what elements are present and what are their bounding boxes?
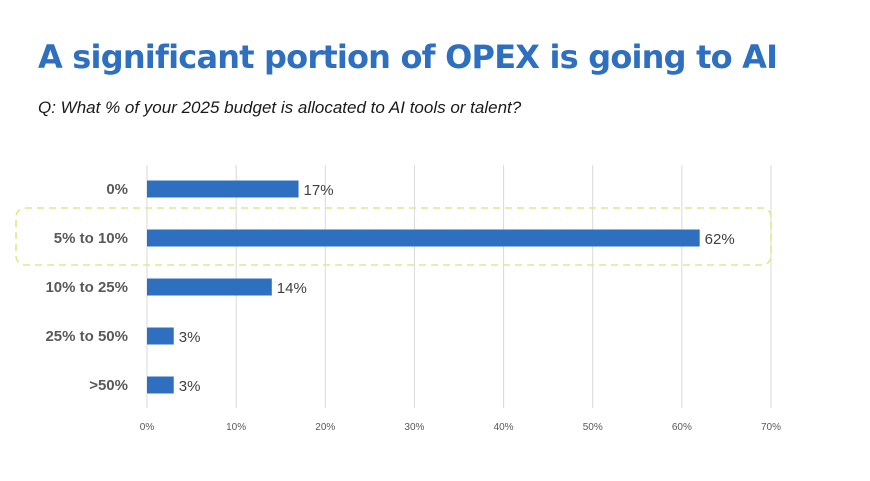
highlight-box: [15, 207, 772, 266]
bar: [147, 229, 700, 247]
x-tick-labels: 0% 10% 20% 30% 40% 50% 60% 70%: [140, 422, 781, 433]
x-tick-label: 10%: [226, 422, 246, 433]
value-label: 14%: [277, 280, 307, 297]
value-labels: 17% 62% 14% 3% 3%: [179, 182, 735, 395]
category-label: 10% to 25%: [45, 279, 128, 296]
x-tick-label: 60%: [672, 422, 692, 433]
chart-title: A significant portion of OPEX is going t…: [38, 38, 778, 76]
category-label: >50%: [89, 377, 128, 394]
category-labels: 0% 5% to 10% 10% to 25% 25% to 50% >50%: [45, 181, 128, 394]
value-label: 62%: [705, 231, 735, 248]
bars: [147, 180, 700, 394]
x-tick-label: 0%: [140, 422, 155, 433]
category-label: 25% to 50%: [45, 328, 128, 345]
x-tick-label: 50%: [583, 422, 603, 433]
x-tick-label: 70%: [761, 422, 781, 433]
x-tick-label: 20%: [315, 422, 335, 433]
value-label: 3%: [179, 329, 201, 346]
value-label: 3%: [179, 378, 201, 395]
value-label: 17%: [304, 182, 334, 199]
x-tick-label: 40%: [494, 422, 514, 433]
bar: [147, 278, 272, 296]
chart-subtitle: Q: What % of your 2025 budget is allocat…: [38, 98, 522, 117]
category-label: 0%: [106, 181, 128, 198]
bar: [147, 327, 174, 345]
category-label: 5% to 10%: [54, 230, 128, 247]
bar: [147, 180, 299, 198]
bar: [147, 376, 174, 394]
x-tick-label: 30%: [404, 422, 424, 433]
